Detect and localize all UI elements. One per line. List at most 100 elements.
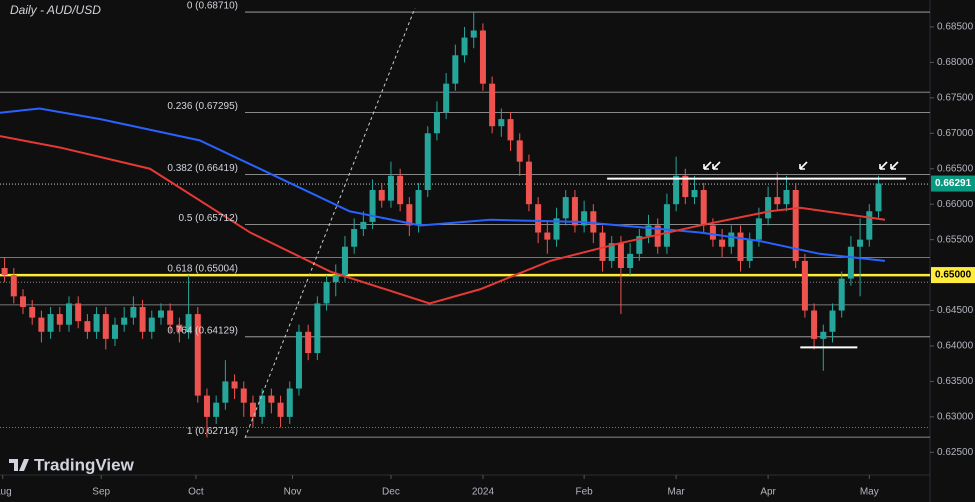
candle-body — [774, 197, 781, 205]
candle-body — [608, 243, 615, 261]
price-tag-label: 0.66291 — [935, 178, 972, 189]
candle-body — [728, 232, 735, 247]
candle-body — [663, 204, 670, 247]
candle-body — [838, 278, 845, 311]
fib-label: 0.618 (0.65004) — [167, 263, 238, 274]
candle-body — [498, 119, 505, 127]
candle-body — [866, 211, 873, 240]
moving-average — [0, 135, 886, 305]
candle-body — [875, 183, 882, 212]
candle-body — [56, 314, 63, 325]
y-tick-label: 0.68500 — [937, 22, 974, 33]
candle-body — [203, 395, 210, 417]
candle-body — [397, 175, 404, 205]
candle-body — [111, 324, 118, 339]
candle-body — [525, 161, 532, 205]
y-tick-label: 0.68000 — [937, 57, 974, 68]
candle-body — [673, 175, 680, 205]
candle-body — [121, 317, 128, 325]
candle-body — [277, 402, 284, 417]
candle-body — [1, 267, 8, 276]
candle-body — [489, 83, 496, 127]
y-tick-label: 0.63500 — [937, 376, 974, 387]
candle-body — [222, 381, 229, 403]
candle-body — [369, 190, 376, 222]
y-tick-label: 0.64500 — [937, 305, 974, 316]
candle-body — [415, 190, 422, 226]
candle-body — [231, 381, 238, 389]
candle-body — [470, 30, 477, 38]
x-tick-label: May — [860, 487, 879, 498]
candle-body — [737, 232, 744, 261]
y-tick-label: 0.66000 — [937, 199, 974, 210]
candle-body — [682, 175, 689, 198]
fib-label: 0.764 (0.64129) — [167, 325, 238, 336]
candle-body — [746, 239, 753, 261]
candle-body — [84, 321, 91, 332]
candle-body — [157, 310, 164, 318]
candle-body — [571, 197, 578, 226]
candle-body — [314, 303, 321, 354]
candle-body — [553, 218, 560, 240]
brand-logo — [9, 459, 29, 471]
candle-body — [627, 253, 634, 268]
candle-body — [424, 133, 431, 190]
x-tick-label: Aug — [0, 487, 12, 498]
fib-label: 0.5 (0.65712) — [179, 213, 239, 224]
chart-title: Daily - AUD/USD — [10, 3, 101, 17]
candle-body — [783, 190, 790, 205]
price-tag — [931, 175, 975, 192]
candle-body — [645, 225, 652, 237]
x-tick-label: Oct — [188, 487, 204, 498]
x-tick-label: Feb — [576, 487, 594, 498]
candle-body — [360, 221, 367, 229]
candle-body — [167, 310, 174, 325]
x-tick-label: Sep — [92, 487, 110, 498]
candle-body — [811, 310, 818, 339]
candle-body — [139, 306, 146, 332]
candle-body — [452, 55, 459, 84]
candle-body — [507, 119, 514, 141]
candle-body — [93, 314, 100, 332]
arrows — [703, 161, 899, 170]
candle-body — [544, 232, 551, 240]
candle-body — [479, 30, 486, 84]
fib-label: 0 (0.68710) — [187, 1, 238, 12]
candle-body — [406, 204, 413, 226]
candle-body — [75, 303, 82, 322]
candle-body — [65, 303, 72, 325]
candle-body — [341, 246, 348, 276]
candle-body — [213, 402, 220, 417]
candle-body — [801, 260, 808, 311]
candle-body — [433, 112, 440, 134]
x-tick-label: Dec — [382, 487, 400, 498]
candle-body — [516, 140, 523, 162]
fib-label: 0.236 (0.67295) — [167, 101, 238, 112]
candle-body — [654, 225, 661, 247]
x-tick-label: 2024 — [472, 487, 495, 498]
x-tick-label: Apr — [760, 487, 776, 498]
brand: TradingView — [34, 455, 135, 474]
candle-body — [286, 388, 293, 417]
y-tick-label: 0.67500 — [937, 92, 974, 103]
candle-body — [378, 190, 385, 201]
candle-body — [820, 331, 827, 339]
candle-body — [305, 331, 312, 354]
candle-body — [829, 310, 836, 332]
candle-body — [562, 197, 569, 219]
candle-body — [461, 37, 468, 56]
candle-body — [323, 282, 330, 304]
fib-label: 0.382 (0.66419) — [167, 163, 238, 174]
candle-body — [443, 83, 450, 113]
candle-body — [176, 324, 183, 332]
candle-body — [19, 296, 26, 307]
candle-body — [38, 317, 45, 332]
candle-body — [755, 218, 762, 240]
candle-body — [700, 190, 707, 226]
candle-body — [10, 275, 17, 297]
moving-average — [0, 107, 886, 262]
x-tick-label: Nov — [284, 487, 302, 498]
